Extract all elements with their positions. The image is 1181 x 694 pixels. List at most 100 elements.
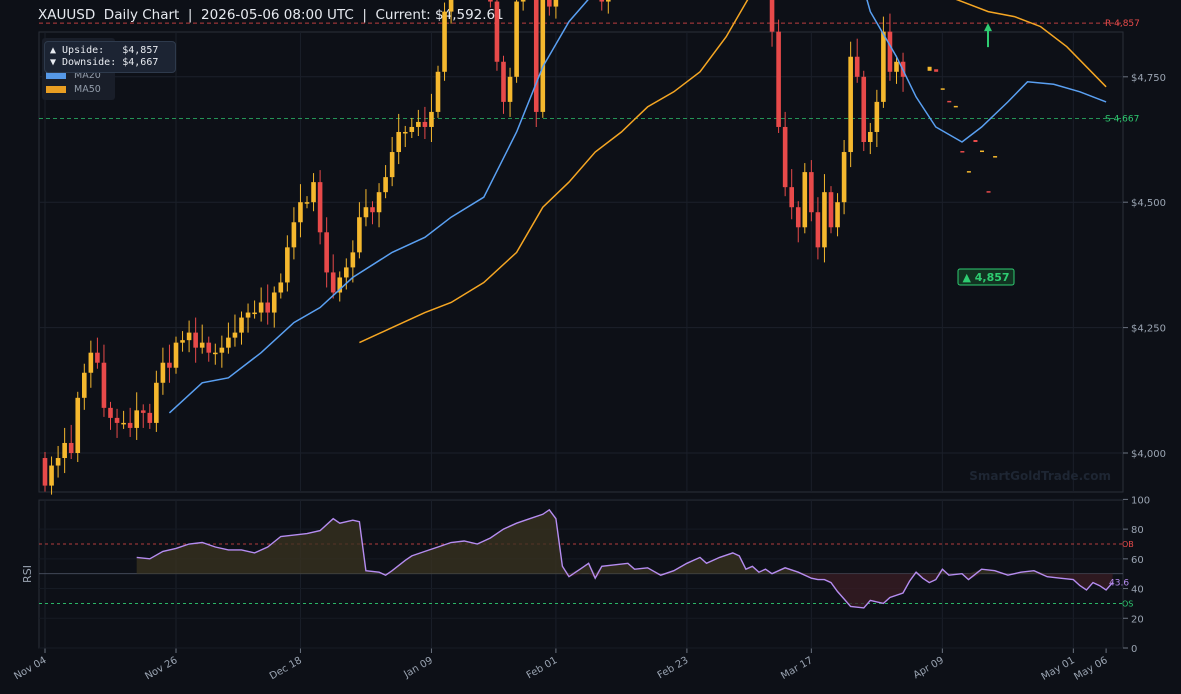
candle-body (167, 362, 172, 368)
candle-body (213, 352, 218, 355)
candle-body (848, 56, 853, 153)
candle-body (547, 0, 552, 7)
candle-body (219, 347, 225, 353)
candle-body (252, 312, 257, 315)
legend-item-ma20: MA20 (46, 70, 101, 81)
legend-swatch-ma50 (46, 86, 66, 93)
candle-body (42, 458, 48, 486)
candle-body (311, 182, 316, 203)
rsi-last-value: 43.6 (1109, 579, 1129, 589)
candle-body-tail (927, 66, 932, 71)
candle-body (88, 352, 94, 373)
candle-body (363, 207, 369, 218)
candle-body (553, 0, 559, 7)
candle-body (370, 207, 375, 213)
target-label: ▲ 4,857 (962, 271, 1009, 284)
candle-body (127, 422, 133, 428)
candle-body (409, 126, 415, 132)
candle-body (429, 111, 434, 127)
candle-body-tail (960, 151, 965, 153)
candle-body (383, 177, 388, 193)
rsi-axis-label: RSI (21, 565, 34, 583)
x-tick-label: May 06 (1072, 655, 1109, 683)
rsi-tick-label: 0 (1131, 644, 1137, 655)
candle-body (533, 0, 539, 112)
candle-body (894, 61, 899, 72)
x-tick-label: Feb 01 (525, 655, 560, 681)
x-tick-label: Dec 18 (268, 655, 304, 682)
candle-body (317, 182, 323, 233)
ma20-line (168, 0, 1107, 414)
candle-body (199, 342, 205, 348)
legend-label-ma20: MA20 (74, 70, 101, 81)
candle-body (304, 202, 310, 204)
candle-body (101, 362, 107, 408)
candle-body (344, 267, 349, 278)
rsi-line (136, 508, 1114, 609)
candle-body-tail (973, 140, 978, 143)
x-tick-label: Apr 09 (912, 655, 946, 681)
candle-body (868, 131, 873, 143)
candle-body-tail (947, 100, 952, 103)
candle-body (776, 31, 781, 127)
candle-body (140, 410, 146, 413)
y-tick-label: $4,750 (1131, 73, 1166, 84)
candle-body (357, 217, 362, 253)
candle-body (82, 372, 87, 398)
candle-body (206, 342, 212, 353)
candle-body (258, 302, 264, 313)
candle-body (95, 352, 100, 363)
candle-body (180, 340, 185, 343)
candle-body (828, 192, 834, 228)
downside-text: ▼ Downside: $4,667 (50, 57, 159, 68)
candle-body (68, 442, 74, 453)
candle-body (173, 342, 179, 368)
legend-swatch-ma20 (46, 72, 66, 79)
candle-body (795, 207, 801, 228)
candle-body (232, 332, 238, 338)
rsi-tick-label: 80 (1131, 525, 1144, 536)
y-tick-label: $4,250 (1131, 324, 1166, 335)
candle-body (298, 202, 303, 223)
candle-body (396, 131, 401, 153)
rsi-tick-label: 20 (1131, 614, 1144, 625)
candle-body (271, 292, 277, 313)
candle-body (75, 397, 81, 453)
candle-body (494, 1, 500, 62)
candle-body (121, 422, 126, 425)
y-tick-label: $4,500 (1131, 198, 1166, 209)
candle-body (239, 317, 244, 333)
candle-body (789, 187, 794, 208)
candle-body (114, 417, 120, 423)
candle-body (160, 362, 166, 383)
candle-body (501, 61, 506, 102)
candle-body (186, 332, 192, 341)
candle-body (134, 410, 139, 428)
x-tick-label: Jan 09 (401, 655, 434, 681)
candle-body (402, 131, 408, 134)
candle-body (514, 1, 519, 77)
candle-body (422, 121, 428, 127)
candle-body-tail (966, 171, 971, 173)
candle-body (606, 0, 611, 2)
candle-body (815, 212, 821, 248)
oversold-label: OS (1122, 599, 1133, 608)
price-info-box: ▲ Upside: $4,857 ▼ Downside: $4,667 (44, 41, 176, 73)
rsi-tick-label: 100 (1131, 495, 1150, 506)
candle-body-tail (993, 156, 998, 158)
resistance-label: R 4,857 (1105, 19, 1140, 29)
rsi-fill-below (136, 573, 1113, 608)
candle-body (809, 172, 814, 213)
overbought-label: OB (1122, 540, 1134, 549)
candle-body (376, 192, 382, 213)
candle-body (769, 0, 775, 32)
candle-body (874, 101, 880, 132)
upside-text: ▲ Upside: $4,857 (50, 45, 159, 56)
candle-body (599, 0, 605, 2)
candle-body-tail (934, 69, 939, 72)
candle-body (835, 202, 840, 228)
candle-body (435, 71, 441, 112)
candle-body (416, 121, 421, 127)
rsi-tick-label: 60 (1131, 555, 1144, 566)
